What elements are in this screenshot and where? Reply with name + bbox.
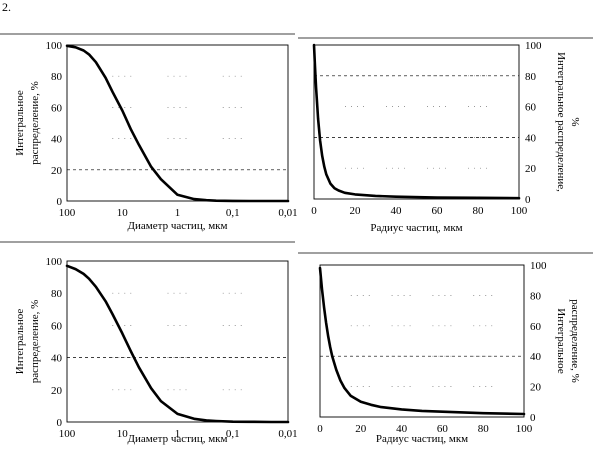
y-tick-label: 80 xyxy=(525,71,537,83)
chart-top-left: 0 20 40 60 80 100 100 10 1 0,1 0,01 Диаметр частиц,… xyxy=(14,40,298,232)
y-axis-label: распределение, % xyxy=(569,299,581,383)
x-tick-label: 10 xyxy=(117,428,129,440)
data-series-line xyxy=(65,264,290,424)
y-tick-label: 20 xyxy=(51,385,63,397)
x-tick-label: 0 xyxy=(311,205,317,217)
x-tick-label: 80 xyxy=(473,205,485,217)
y-tick-label: 40 xyxy=(525,132,537,144)
y-tick-label: 60 xyxy=(530,321,542,333)
x-tick-label: 60 xyxy=(432,205,444,217)
x-tick-label: 0,1 xyxy=(226,207,240,219)
y-tick-label: 40 xyxy=(51,134,63,146)
y-tick-label: 60 xyxy=(525,102,537,114)
y-axis-label: Интегральное xyxy=(555,308,567,374)
y-tick-label: 80 xyxy=(51,71,63,83)
x-tick-label: 40 xyxy=(391,205,403,217)
x-tick-label: 0,01 xyxy=(278,207,297,219)
y-tick-label: 80 xyxy=(51,288,63,300)
x-tick-label: 60 xyxy=(437,423,449,435)
data-series-line xyxy=(318,266,526,416)
y-axis-label: распределение, % xyxy=(29,81,41,165)
plot-frame xyxy=(319,264,525,418)
x-axis-label: Диаметр частиц, мкм xyxy=(128,433,228,445)
x-tick-label: 1 xyxy=(175,207,181,219)
x-tick-label: 100 xyxy=(59,428,76,440)
x-tick-label: 10 xyxy=(117,207,129,219)
y-axis-label: распределение, % xyxy=(29,300,41,384)
x-tick-label: 100 xyxy=(516,423,533,435)
y-tick-label: 100 xyxy=(530,260,547,272)
y-tick-label: 20 xyxy=(525,163,537,175)
y-tick-label: 20 xyxy=(530,382,542,394)
y-axis-label: Интегральное xyxy=(14,309,26,375)
y-tick-label: 20 xyxy=(51,165,63,177)
y-tick-label: 100 xyxy=(525,40,542,52)
x-tick-label: 0,1 xyxy=(226,428,240,440)
y-tick-label: 0 xyxy=(57,196,63,208)
y-tick-label: 60 xyxy=(51,320,63,332)
x-tick-label: 20 xyxy=(355,423,367,435)
x-axis-label: Радиус частиц, мкм xyxy=(376,433,468,445)
data-series-line xyxy=(65,44,290,203)
x-tick-label: 100 xyxy=(59,207,76,219)
y-tick-label: 0 xyxy=(525,194,531,206)
y-tick-label: 80 xyxy=(530,290,542,302)
y-axis-label: Интегральное распределение, xyxy=(555,52,567,192)
plot-frame xyxy=(66,44,289,202)
x-axis-label: Радиус частиц, мкм xyxy=(370,222,462,234)
y-axis-label: Интегральное xyxy=(14,90,26,156)
plot-frame xyxy=(313,44,520,200)
x-tick-label: 80 xyxy=(478,423,490,435)
x-tick-label: 20 xyxy=(350,205,362,217)
figure-label: 2. xyxy=(2,0,11,14)
x-tick-label: 1 xyxy=(175,428,181,440)
y-tick-label: 40 xyxy=(51,353,63,365)
x-axis-label: Диаметр частиц, мкм xyxy=(128,220,228,232)
y-tick-label: 100 xyxy=(46,256,63,268)
y-tick-label: 0 xyxy=(530,412,536,424)
chart-bottom-left: 0 20 40 60 80 100 100 10 1 0,1 0,01 Диаметр частиц,… xyxy=(14,256,298,445)
y-axis-label: % xyxy=(569,117,581,126)
x-tick-label: 100 xyxy=(511,205,528,217)
x-tick-label: 0,01 xyxy=(278,428,297,440)
y-tick-label: 0 xyxy=(57,417,63,429)
x-tick-label: 40 xyxy=(396,423,408,435)
data-series-line xyxy=(312,43,521,200)
y-tick-label: 100 xyxy=(46,40,63,52)
y-tick-label: 40 xyxy=(530,351,542,363)
plot-frame xyxy=(66,260,289,423)
y-tick-label: 60 xyxy=(51,102,63,114)
x-tick-label: 0 xyxy=(317,423,323,435)
